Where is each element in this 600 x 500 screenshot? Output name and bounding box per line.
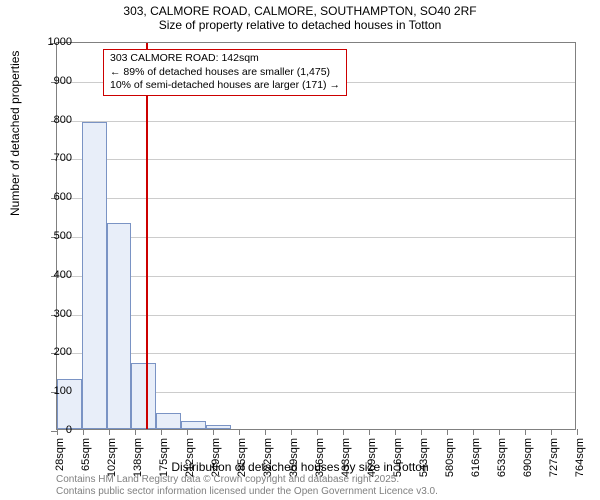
histogram-bar — [131, 363, 156, 429]
y-tick-label: 800 — [54, 114, 72, 126]
y-tick-label: 600 — [54, 191, 72, 203]
grid-line — [57, 121, 575, 122]
x-tick — [187, 429, 188, 435]
x-tick — [291, 429, 292, 435]
y-tick-label: 400 — [54, 269, 72, 281]
x-tick — [213, 429, 214, 435]
x-tick — [135, 429, 136, 435]
y-tick-label: 100 — [54, 385, 72, 397]
y-tick — [51, 431, 57, 432]
histogram-bar — [206, 425, 231, 429]
footer-line1: Contains HM Land Registry data © Crown c… — [56, 474, 438, 486]
x-tick — [109, 429, 110, 435]
x-tick — [369, 429, 370, 435]
y-axis-title: Number of detached properties — [8, 51, 22, 216]
y-tick-label: 700 — [54, 152, 72, 164]
chart-title-line1: 303, CALMORE ROAD, CALMORE, SOUTHAMPTON,… — [0, 0, 600, 18]
x-tick — [239, 429, 240, 435]
grid-line — [57, 159, 575, 160]
x-axis-title: Distribution of detached houses by size … — [0, 460, 600, 474]
annotation-line3: 10% of semi-detached houses are larger (… — [110, 79, 340, 93]
grid-line — [57, 198, 575, 199]
x-tick — [473, 429, 474, 435]
histogram-bar — [82, 122, 107, 429]
annotation-line2: ← 89% of detached houses are smaller (1,… — [110, 66, 340, 80]
x-tick — [265, 429, 266, 435]
footer-line2: Contains public sector information licen… — [56, 486, 438, 498]
x-tick — [577, 429, 578, 435]
x-tick — [161, 429, 162, 435]
footer-attribution: Contains HM Land Registry data © Crown c… — [56, 474, 438, 498]
y-tick-label: 0 — [66, 424, 72, 436]
histogram-bar — [156, 413, 181, 429]
x-tick — [395, 429, 396, 435]
y-tick-label: 900 — [54, 75, 72, 87]
grid-line — [57, 276, 575, 277]
x-tick — [447, 429, 448, 435]
x-tick — [525, 429, 526, 435]
x-tick — [317, 429, 318, 435]
x-tick — [83, 429, 84, 435]
y-tick-label: 300 — [54, 308, 72, 320]
chart-container: 303, CALMORE ROAD, CALMORE, SOUTHAMPTON,… — [0, 0, 600, 500]
grid-line — [57, 237, 575, 238]
histogram-bar — [181, 421, 206, 429]
grid-line — [57, 315, 575, 316]
x-tick — [551, 429, 552, 435]
histogram-bar — [107, 223, 132, 429]
grid-line — [57, 353, 575, 354]
y-tick-label: 500 — [54, 230, 72, 242]
y-tick-label: 1000 — [48, 36, 72, 48]
annotation-box: 303 CALMORE ROAD: 142sqm ← 89% of detach… — [103, 49, 347, 96]
chart-title-line2: Size of property relative to detached ho… — [0, 18, 600, 32]
x-tick — [421, 429, 422, 435]
x-tick — [343, 429, 344, 435]
annotation-line1: 303 CALMORE ROAD: 142sqm — [110, 52, 340, 66]
x-tick — [499, 429, 500, 435]
x-tick — [57, 429, 58, 435]
y-tick-label: 200 — [54, 346, 72, 358]
reference-line — [146, 43, 148, 429]
plot-area: 303 CALMORE ROAD: 142sqm ← 89% of detach… — [56, 42, 576, 430]
